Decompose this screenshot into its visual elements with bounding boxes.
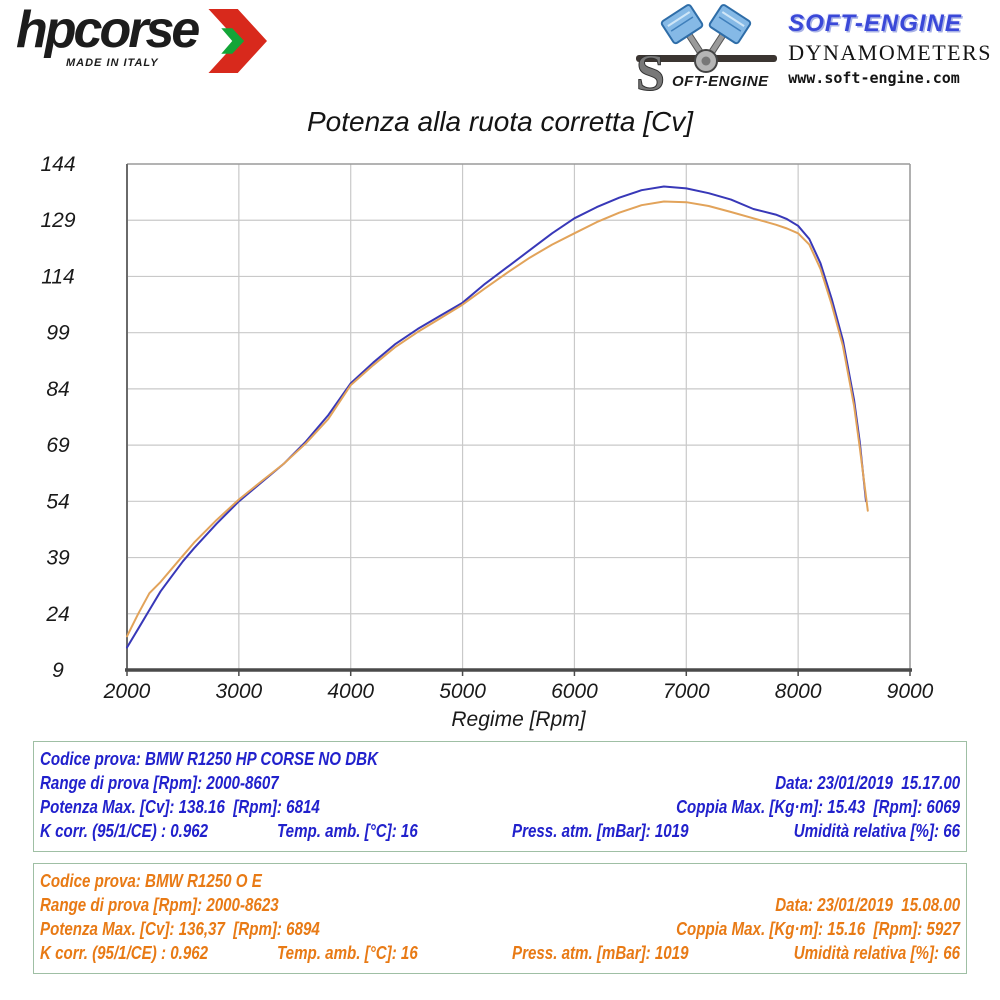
svg-text:24: 24 [45,603,69,626]
hpcorse-arrow-icon [208,9,268,73]
coppia-max: Coppia Max. [Kg·m]: 15.16 [Rpm]: 5927 [676,919,960,939]
press-atm: Press. atm. [mBar]: 1019 [512,943,689,963]
k-corr: K corr. (95/1/CE) : 0.962 [40,943,209,963]
svg-text:S: S [636,45,665,94]
softengine-logo: S OFT-ENGINE SOFT-ENGINE DYNAMOMETERS ww… [634,4,992,94]
power-curve-chart: 2000 3000 4000 5000 6000 7000 8000 9000 9 24 39 54 6… [40,153,934,731]
svg-text:9: 9 [52,659,64,682]
press-atm: Press. atm. [mBar]: 1019 [512,821,689,841]
test-info-box-oe: Codice prova: BMW R1250 O E Range di pro… [33,863,967,974]
svg-text:144: 144 [40,153,75,176]
coppia-max: Coppia Max. [Kg·m]: 15.43 [Rpm]: 6069 [676,797,960,817]
hpcorse-tagline: MADE IN ITALY [66,57,159,70]
svg-text:3000: 3000 [215,680,262,703]
svg-text:9000: 9000 [887,680,934,703]
pistons-icon: S OFT-ENGINE [636,4,778,94]
svg-text:84: 84 [46,378,69,401]
softengine-logo-text: OFT-ENGINE [672,73,769,90]
softengine-dynamometers-text: DYNAMOMETERS [788,40,992,65]
k-corr: K corr. (95/1/CE) : 0.962 [40,821,209,841]
umidita-relativa: Umidità relativa [%]: 66 [793,943,960,963]
test-info-box-hpcorse: Codice prova: BMW R1250 HP CORSE NO DBK … [33,741,967,852]
svg-text:5000: 5000 [439,680,486,703]
svg-text:129: 129 [40,209,75,232]
hpcorse-brand-text: hpcorse [16,1,200,59]
temp-amb: Temp. amb. [°C]: 16 [277,943,418,963]
svg-text:114: 114 [41,265,74,288]
range-di-prova: Range di prova [Rpm]: 2000-8623 [40,895,279,915]
softengine-website: www.soft-engine.com [788,69,960,87]
temp-amb: Temp. amb. [°C]: 16 [277,821,418,841]
svg-text:6000: 6000 [551,680,598,703]
svg-text:Regime [Rpm]: Regime [Rpm] [451,708,586,731]
data-ora: Data: 23/01/2019 15.08.00 [775,895,960,915]
codice-prova: Codice prova: BMW R1250 O E [40,871,262,891]
codice-prova: Codice prova: BMW R1250 HP CORSE NO DBK [40,749,379,769]
umidita-relativa: Umidità relativa [%]: 66 [793,821,960,841]
svg-text:7000: 7000 [663,680,710,703]
hpcorse-logo: hpcorse MADE IN ITALY [16,1,268,74]
svg-text:39: 39 [46,547,70,570]
data-ora: Data: 23/01/2019 15.17.00 [775,773,960,793]
svg-text:54: 54 [46,490,69,513]
svg-text:8000: 8000 [775,680,822,703]
potenza-max: Potenza Max. [Cv]: 136,37 [Rpm]: 6894 [40,919,320,939]
chart-title: Potenza alla ruota corretta [Cv] [307,106,693,137]
svg-text:69: 69 [46,434,70,457]
range-di-prova: Range di prova [Rpm]: 2000-8607 [40,773,279,793]
softengine-brand-text: SOFT-ENGINE [788,10,962,37]
svg-text:99: 99 [46,322,70,345]
potenza-max: Potenza Max. [Cv]: 138.16 [Rpm]: 6814 [40,797,320,817]
svg-text:4000: 4000 [327,680,374,703]
svg-text:2000: 2000 [103,680,151,703]
